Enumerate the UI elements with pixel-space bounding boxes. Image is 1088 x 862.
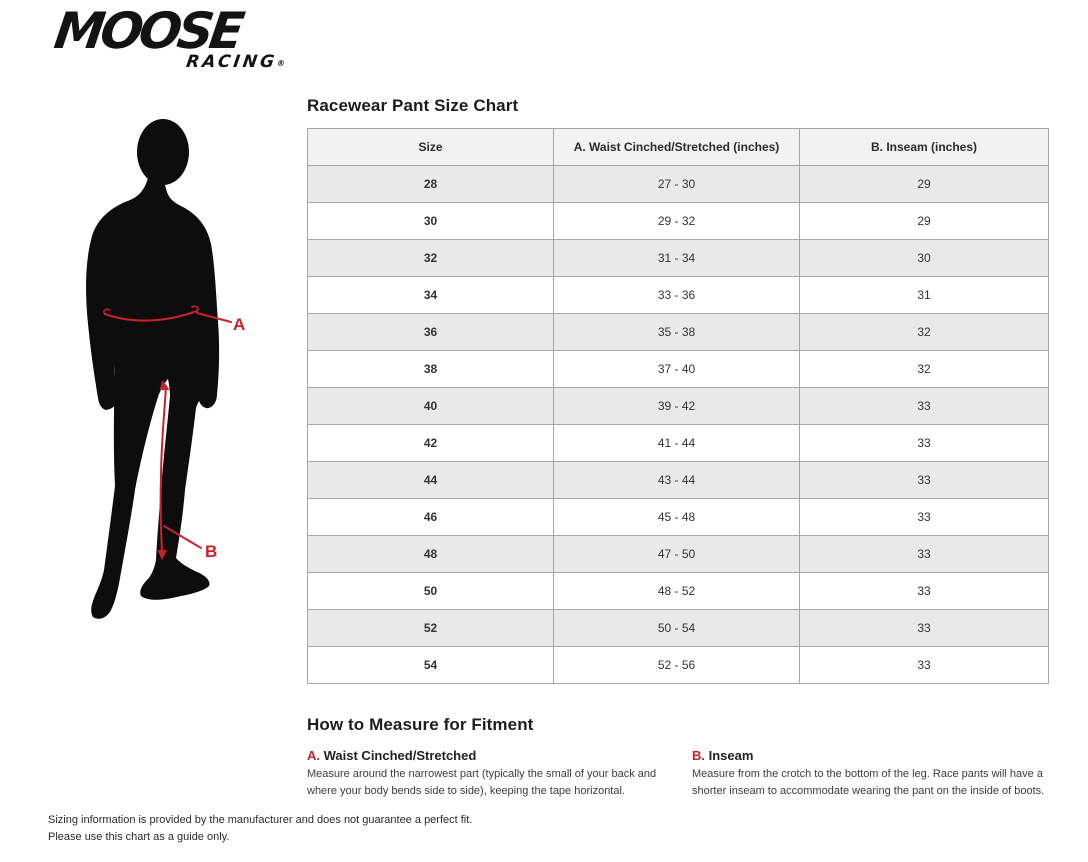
inseam-arrowheads-icon bbox=[157, 380, 170, 560]
table-row: 52 50 - 54 33 bbox=[307, 609, 1049, 647]
inseam-cell: 30 bbox=[799, 239, 1049, 277]
table-row: 44 43 - 44 33 bbox=[307, 461, 1049, 499]
size-cell: 48 bbox=[307, 535, 554, 573]
size-cell: 38 bbox=[307, 350, 554, 388]
waist-cell: 37 - 40 bbox=[553, 350, 800, 388]
size-cell: 36 bbox=[307, 313, 554, 351]
measure-prefix-b: B. bbox=[692, 748, 705, 763]
inseam-cell: 32 bbox=[799, 313, 1049, 351]
waist-cell: 43 - 44 bbox=[553, 461, 800, 499]
inseam-cell: 29 bbox=[799, 202, 1049, 240]
size-cell: 30 bbox=[307, 202, 554, 240]
size-cell: 52 bbox=[307, 609, 554, 647]
size-cell: 28 bbox=[307, 165, 554, 203]
measure-heading-waist: A. Waist Cinched/Stretched bbox=[307, 748, 677, 763]
size-cell: 46 bbox=[307, 498, 554, 536]
measure-text-waist: Measure around the narrowest part (typic… bbox=[307, 768, 657, 797]
waist-cell: 27 - 30 bbox=[553, 165, 800, 203]
inseam-cell: 31 bbox=[799, 276, 1049, 314]
waist-cell: 47 - 50 bbox=[553, 535, 800, 573]
size-cell: 54 bbox=[307, 646, 554, 684]
measure-text-inseam: Measure from the crotch to the bottom of… bbox=[692, 768, 1045, 797]
column-header-inseam: B. Inseam (inches) bbox=[799, 128, 1049, 166]
waist-cell: 39 - 42 bbox=[553, 387, 800, 425]
size-cell: 42 bbox=[307, 424, 554, 462]
figure-label-b: B bbox=[205, 542, 217, 561]
size-cell: 40 bbox=[307, 387, 554, 425]
size-chart-table: Size A. Waist Cinched/Stretched (inches)… bbox=[307, 128, 1049, 684]
body-silhouette-icon bbox=[86, 119, 220, 619]
table-row: 34 33 - 36 31 bbox=[307, 276, 1049, 314]
brand-logo-racing: RACING® bbox=[184, 52, 286, 72]
inseam-cell: 33 bbox=[799, 424, 1049, 462]
waist-cell: 45 - 48 bbox=[553, 498, 800, 536]
waist-cell: 31 - 34 bbox=[553, 239, 800, 277]
size-cell: 34 bbox=[307, 276, 554, 314]
waist-measure-line bbox=[103, 305, 232, 323]
size-table-body: 28 27 - 30 29 30 29 - 32 29 32 31 - 34 3… bbox=[307, 165, 1049, 684]
table-row: 48 47 - 50 33 bbox=[307, 535, 1049, 573]
waist-cell: 48 - 52 bbox=[553, 572, 800, 610]
column-header-waist: A. Waist Cinched/Stretched (inches) bbox=[553, 128, 800, 166]
column-header-size: Size bbox=[307, 128, 554, 166]
table-row: 50 48 - 52 33 bbox=[307, 572, 1049, 610]
waist-cell: 41 - 44 bbox=[553, 424, 800, 462]
brand-logo-moose: MOOSE bbox=[50, 2, 245, 60]
inseam-cell: 33 bbox=[799, 535, 1049, 573]
size-cell: 32 bbox=[307, 239, 554, 277]
table-row: 40 39 - 42 33 bbox=[307, 387, 1049, 425]
table-header-row: Size A. Waist Cinched/Stretched (inches)… bbox=[307, 128, 1049, 166]
inseam-cell: 33 bbox=[799, 646, 1049, 684]
inseam-cell: 33 bbox=[799, 387, 1049, 425]
table-row: 36 35 - 38 32 bbox=[307, 313, 1049, 351]
waist-cell: 33 - 36 bbox=[553, 276, 800, 314]
how-to-measure-title: How to Measure for Fitment bbox=[307, 715, 534, 734]
measurement-figure: A B bbox=[85, 118, 250, 630]
waist-cell: 35 - 38 bbox=[553, 313, 800, 351]
size-chart-section: Racewear Pant Size Chart Size A. Waist C… bbox=[307, 96, 1049, 799]
how-to-measure-section: A. Waist Cinched/Stretched Measure aroun… bbox=[307, 748, 1048, 799]
measure-prefix-a: A. bbox=[307, 748, 320, 763]
table-row: 28 27 - 30 29 bbox=[307, 165, 1049, 203]
disclaimer-line-1: Sizing information is provided by the ma… bbox=[48, 814, 473, 826]
waist-cell: 29 - 32 bbox=[553, 202, 800, 240]
waist-cell: 52 - 56 bbox=[553, 646, 800, 684]
measure-label-waist: Waist Cinched/Stretched bbox=[323, 748, 477, 763]
table-row: 38 37 - 40 32 bbox=[307, 350, 1049, 388]
inseam-cell: 33 bbox=[799, 609, 1049, 647]
table-row: 42 41 - 44 33 bbox=[307, 424, 1049, 462]
measure-heading-inseam: B. Inseam bbox=[692, 748, 1048, 763]
measure-label-inseam: Inseam bbox=[708, 748, 754, 763]
inseam-cell: 29 bbox=[799, 165, 1049, 203]
size-chart-title: Racewear Pant Size Chart bbox=[307, 96, 519, 115]
disclaimer-line-2: Please use this chart as a guide only. bbox=[48, 830, 230, 843]
table-row: 30 29 - 32 29 bbox=[307, 202, 1049, 240]
table-row: 54 52 - 56 33 bbox=[307, 646, 1049, 684]
inseam-cell: 33 bbox=[799, 572, 1049, 610]
waist-cell: 50 - 54 bbox=[553, 609, 800, 647]
size-cell: 50 bbox=[307, 572, 554, 610]
table-row: 46 45 - 48 33 bbox=[307, 498, 1049, 536]
registered-trademark-icon: ® bbox=[276, 59, 286, 68]
inseam-measure-line bbox=[159, 385, 202, 553]
inseam-cell: 33 bbox=[799, 498, 1049, 536]
measure-item-inseam: B. Inseam Measure from the crotch to the… bbox=[692, 748, 1048, 799]
size-cell: 44 bbox=[307, 461, 554, 499]
sizing-disclaimer: Sizing information is provided by the ma… bbox=[48, 812, 472, 845]
inseam-cell: 32 bbox=[799, 350, 1049, 388]
inseam-cell: 33 bbox=[799, 461, 1049, 499]
figure-label-a: A bbox=[233, 315, 245, 334]
brand-logo: MOOSE RACING® bbox=[51, 2, 295, 72]
table-row: 32 31 - 34 30 bbox=[307, 239, 1049, 277]
measure-item-waist: A. Waist Cinched/Stretched Measure aroun… bbox=[307, 748, 677, 799]
